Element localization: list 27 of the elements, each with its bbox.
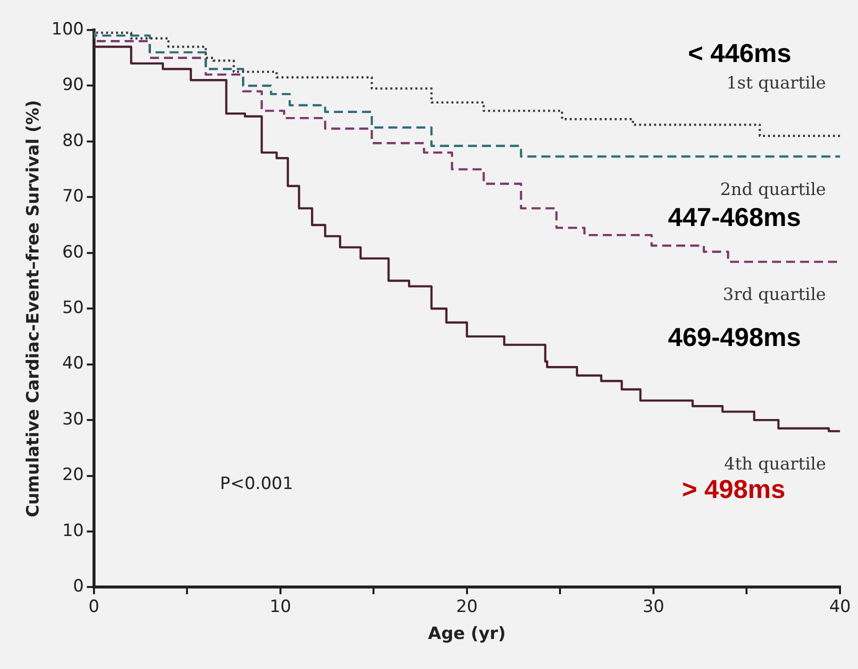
y-tick-label: 40 — [62, 354, 84, 374]
y-tick-label: 90 — [62, 75, 84, 96]
y-tick-label: 0 — [73, 576, 84, 597]
annotation: P<0.001 — [220, 474, 294, 494]
series-label: 1st quartile — [726, 73, 826, 94]
y-tick-label: 20 — [62, 465, 84, 486]
y-tick-label: 50 — [62, 298, 84, 318]
annotation: > 498ms — [682, 474, 786, 505]
y-axis-title: Cumulative Cardiac-Event–free Survival (%) — [24, 100, 44, 518]
y-tick-label: 80 — [62, 130, 84, 151]
y-tick-label: 100 — [51, 19, 84, 40]
x-tick-label: 10 — [270, 596, 292, 617]
y-tick-label: 30 — [62, 409, 84, 430]
x-tick-label: 20 — [456, 596, 478, 617]
y-tick-label: 10 — [62, 520, 84, 541]
annotation: 469-498ms — [668, 322, 801, 353]
series-label: 4th quartile — [724, 454, 826, 475]
y-tick-label: 70 — [62, 186, 84, 207]
annotation: < 446ms — [688, 38, 792, 69]
series-label: 2nd quartile — [720, 180, 826, 200]
y-tick-label: 60 — [62, 242, 84, 262]
x-tick-label: 0 — [88, 596, 100, 617]
annotation: 447-468ms — [668, 202, 801, 233]
x-axis-title: Age (yr) — [428, 624, 506, 644]
series-label: 3rd quartile — [722, 285, 826, 306]
x-tick-label: 40 — [829, 596, 851, 617]
x-tick-label: 30 — [642, 596, 664, 617]
